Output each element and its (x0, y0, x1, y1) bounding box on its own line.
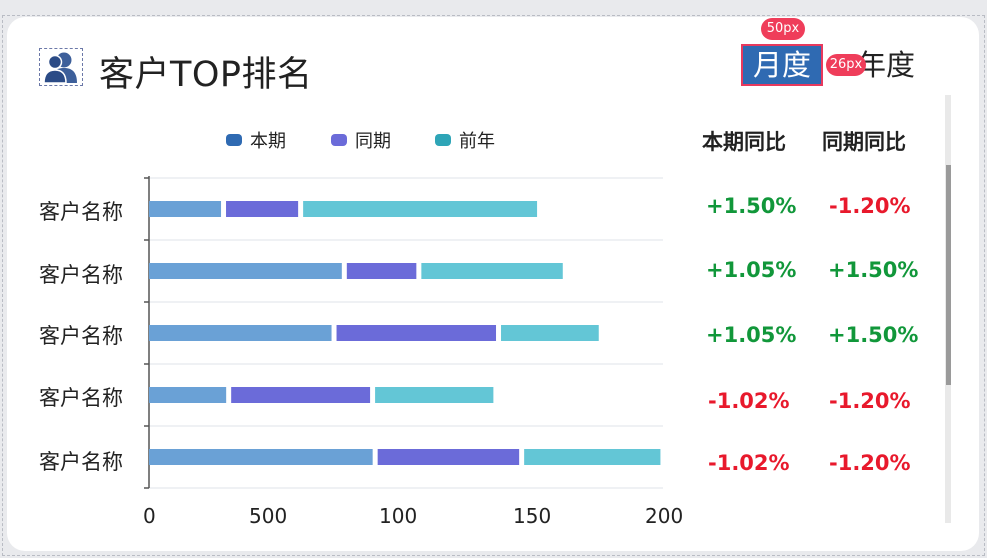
same-period-yoy-value: -1.20% (829, 194, 911, 218)
header-same-period-yoy: 同期同比 (822, 130, 906, 154)
selection-frame (2, 15, 985, 556)
same-period-yoy-value: +1.50% (828, 258, 919, 282)
category-label: 客户名称 (39, 200, 123, 224)
x-tick-label: 100 (379, 504, 418, 528)
bar-last-year (303, 201, 538, 217)
x-tick-label: 0 (143, 504, 156, 528)
panel-title: 客户TOP排名 (99, 55, 313, 95)
current-yoy-value: +1.05% (706, 258, 797, 282)
users-icon (39, 48, 83, 86)
same-period-yoy-value: +1.50% (828, 323, 919, 347)
category-label: 客户名称 (39, 386, 123, 410)
current-yoy-value: +1.05% (706, 323, 797, 347)
dimension-badge-gap: 26px (826, 54, 866, 76)
current-yoy-value: -1.02% (708, 451, 790, 475)
bar-same-period (231, 387, 371, 403)
header-current-yoy: 本期同比 (702, 130, 786, 154)
x-tick-label: 500 (249, 504, 288, 528)
x-tick-label: 150 (513, 504, 552, 528)
same-period-yoy-value: -1.20% (829, 389, 911, 413)
legend-label-last-year: 前年 (459, 131, 495, 152)
category-label: 客户名称 (39, 263, 123, 287)
bar-same-period (346, 263, 417, 279)
legend-swatch-same-period (331, 134, 347, 146)
bar-last-year (421, 263, 563, 279)
scrollbar-thumb[interactable] (946, 165, 951, 385)
current-yoy-value: -1.02% (708, 389, 790, 413)
bar-same-period (377, 449, 520, 465)
bar-current (149, 201, 222, 217)
bar-current (149, 263, 342, 279)
bar-same-period (336, 325, 497, 341)
legend-swatch-current (226, 134, 242, 146)
x-tick-label: 200 (645, 504, 684, 528)
tab-yearly[interactable]: 年度 (857, 48, 916, 82)
category-label: 客户名称 (39, 324, 123, 348)
current-yoy-value: +1.50% (706, 194, 797, 218)
bar-current (149, 449, 373, 465)
legend-item-current[interactable]: 本期 (226, 129, 286, 152)
bar-last-year (524, 449, 661, 465)
bar-last-year (375, 387, 494, 403)
bar-same-period (226, 201, 299, 217)
legend-swatch-last-year (435, 134, 451, 146)
legend-item-last-year[interactable]: 前年 (435, 129, 495, 152)
category-label: 客户名称 (39, 450, 123, 474)
legend-label-same-period: 同期 (355, 131, 391, 152)
dimension-badge-height: 50px (761, 18, 805, 40)
tab-monthly[interactable]: 月度 (741, 44, 823, 86)
legend-label-current: 本期 (250, 131, 286, 152)
legend-item-same-period[interactable]: 同期 (331, 129, 391, 152)
bar-current (149, 325, 332, 341)
bar-current (149, 387, 227, 403)
bar-last-year (501, 325, 599, 341)
same-period-yoy-value: -1.20% (829, 451, 911, 475)
